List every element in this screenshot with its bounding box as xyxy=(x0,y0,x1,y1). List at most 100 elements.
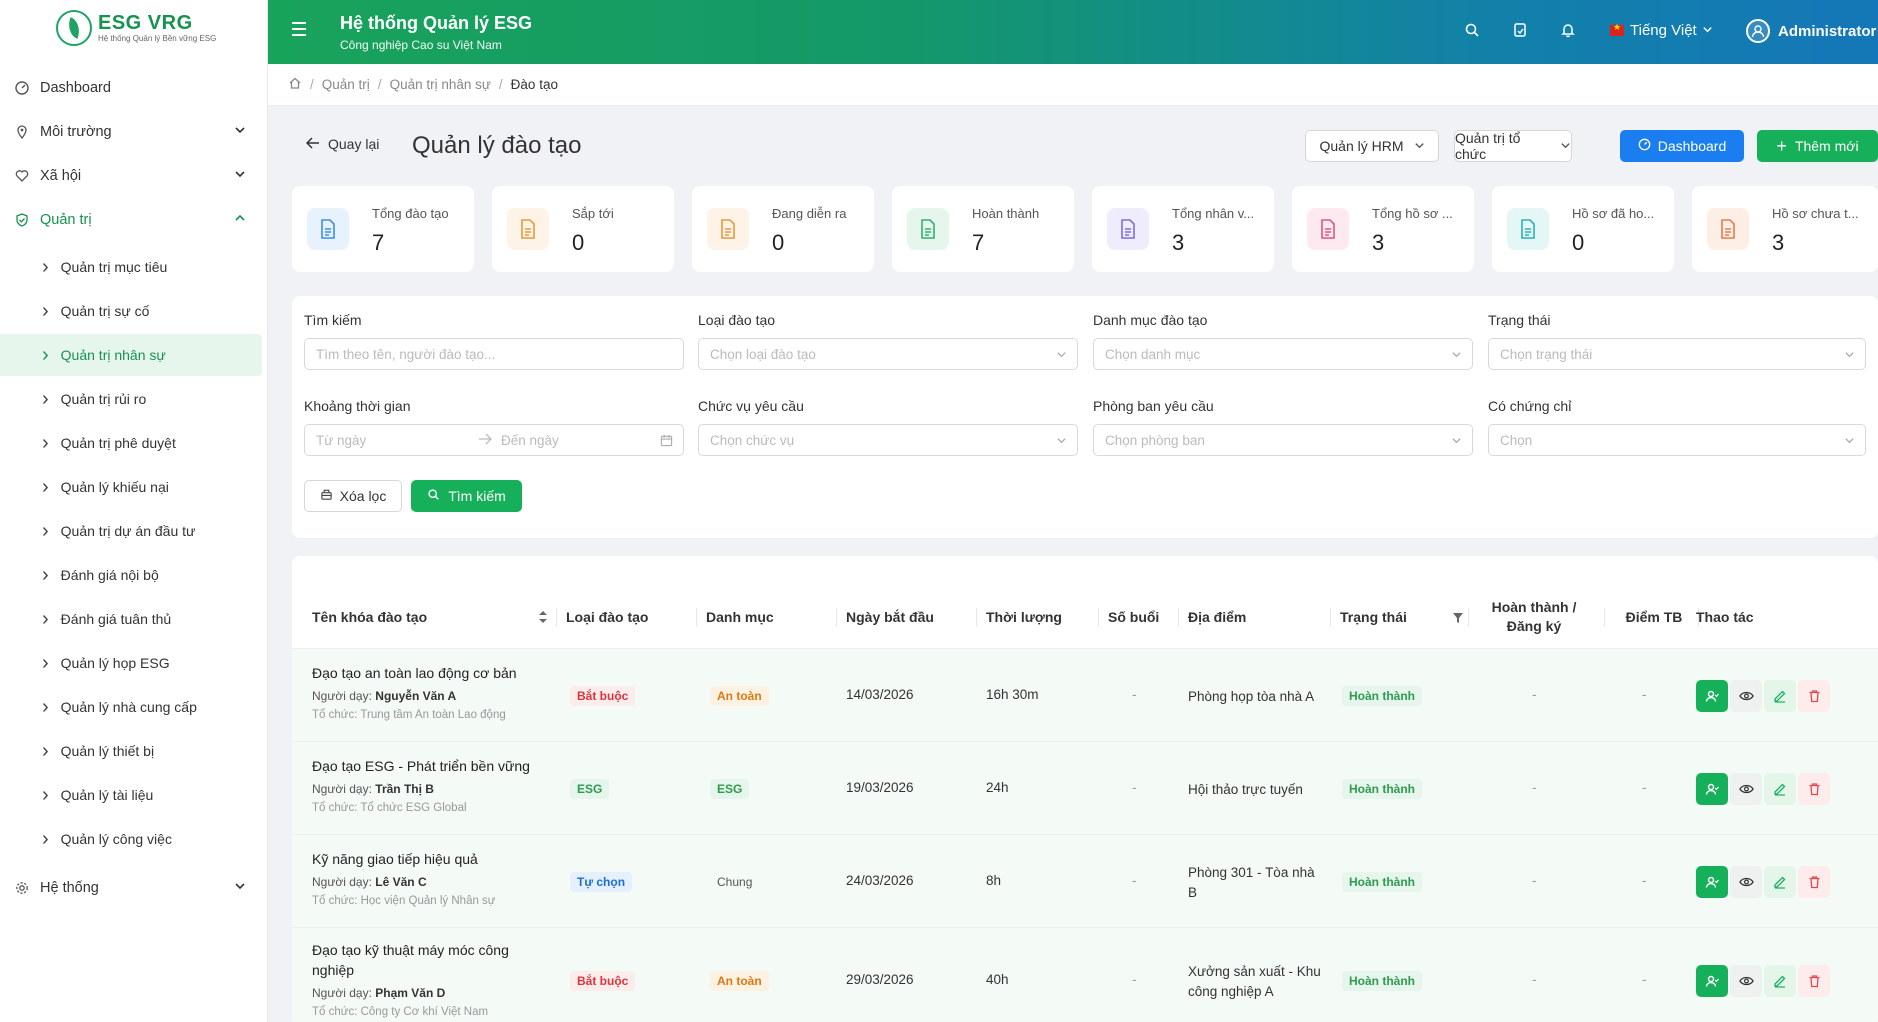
sidebar-subitem[interactable]: › Quản trị mục tiêu xyxy=(0,246,262,288)
view-button[interactable] xyxy=(1730,680,1762,712)
sidebar-subitem-label: Quản trị dự án đầu tư xyxy=(60,523,196,539)
sidebar-item-dashboard[interactable]: Dashboard xyxy=(0,66,268,110)
hrm-dropdown-button[interactable]: Quản lý HRM xyxy=(1305,130,1439,162)
search-icon[interactable] xyxy=(1464,22,1482,40)
training-type-select[interactable]: Chọn loại đào tạo xyxy=(698,338,1078,370)
participants-button[interactable] xyxy=(1696,866,1728,898)
start-date: 19/03/2026 xyxy=(846,780,914,795)
completed-registered: - xyxy=(1532,972,1537,987)
sidebar-subitem[interactable]: › Quản trị phê duyệt xyxy=(0,422,262,464)
course-name[interactable]: Đạo tạo kỹ thuật máy móc công xyxy=(312,942,509,958)
search-button[interactable]: Tìm kiếm xyxy=(411,480,522,512)
category-label: Danh mục đào tạo xyxy=(1093,312,1208,328)
sidebar-subitem[interactable]: › Quản lý thiết bị xyxy=(0,730,262,772)
view-button[interactable] xyxy=(1730,866,1762,898)
breadcrumb-item[interactable]: Quản trị xyxy=(321,77,370,92)
edit-button[interactable] xyxy=(1764,965,1796,997)
sidebar-item-system[interactable]: Hệ thống xyxy=(0,866,268,910)
sidebar-subitem[interactable]: › Quản trị dự án đầu tư xyxy=(0,510,262,552)
course-name[interactable]: Đạo tạo ESG - Phát triển bền vững xyxy=(312,758,530,774)
sidebar-item-environment[interactable]: Môi trường xyxy=(0,110,268,154)
delete-button[interactable] xyxy=(1798,866,1830,898)
sidebar-subitem[interactable]: › Đánh giá nội bộ xyxy=(0,554,262,596)
language-label: Tiếng Việt xyxy=(1630,22,1697,39)
sidebar-item-label: Quản trị xyxy=(40,212,92,228)
col-course-name[interactable]: Tên khóa đào tạo xyxy=(312,586,427,648)
certificate-select[interactable]: Chọn xyxy=(1488,424,1866,456)
bell-icon[interactable] xyxy=(1560,22,1578,40)
sidebar-subitem[interactable]: › Quản lý khiếu nại xyxy=(0,466,262,508)
sidebar-item-governance[interactable]: Quản trị xyxy=(0,198,268,242)
course-name[interactable]: Đạo tạo an toàn lao động cơ bản xyxy=(312,665,517,681)
location-line: B xyxy=(1188,885,1198,900)
app-title: Hệ thống Quản lý ESG xyxy=(340,13,533,33)
view-button[interactable] xyxy=(1730,773,1762,805)
sidebar-subitem[interactable]: › Đánh giá tuân thủ xyxy=(0,598,262,640)
sidebar-subitem-label: Quản trị phê duyệt xyxy=(60,435,176,451)
stat-card: Tổng nhân v... 3 xyxy=(1092,186,1274,272)
stat-label: Hồ sơ chưa t... xyxy=(1772,206,1859,221)
view-button[interactable] xyxy=(1730,965,1762,997)
table-row[interactable]: Kỹ năng giao tiếp hiệu quả Người dạy: Lê … xyxy=(292,834,1878,927)
course-name-cont[interactable]: nghiệp xyxy=(312,962,355,978)
sidebar-item-society[interactable]: Xã hội xyxy=(0,154,268,198)
sidebar-subitem[interactable]: › Quản lý công việc xyxy=(0,818,262,860)
menu-toggle-icon[interactable] xyxy=(292,22,310,40)
delete-button[interactable] xyxy=(1798,773,1830,805)
search-input[interactable]: Tìm theo tên, người đào tạo... xyxy=(304,338,684,370)
participants-button[interactable] xyxy=(1696,965,1728,997)
department-select[interactable]: Chọn phòng ban xyxy=(1093,424,1473,456)
chevron-down-icon xyxy=(234,168,246,184)
sort-icon[interactable] xyxy=(538,610,548,627)
participants-button[interactable] xyxy=(1696,680,1728,712)
breadcrumb-item[interactable]: Quản trị nhân sự xyxy=(389,77,491,92)
location: Hội thảo trực tuyến xyxy=(1188,780,1328,800)
col-location: Địa điểm xyxy=(1188,586,1246,648)
table-row[interactable]: Đạo tạo kỹ thuật máy móc công nghiệp Người… xyxy=(292,927,1878,1022)
course-name[interactable]: Kỹ năng giao tiếp hiệu quả xyxy=(312,851,478,867)
sidebar-subitem[interactable]: › Quản trị rủi ro xyxy=(0,378,262,420)
org-dropdown-button[interactable]: Quản trị tổ chức xyxy=(1454,130,1572,162)
user-icon xyxy=(1705,975,1719,987)
sidebar-item-label: Xã hội xyxy=(40,168,82,184)
chevron-right-icon: › xyxy=(42,476,49,498)
search-icon xyxy=(427,488,440,504)
home-icon[interactable] xyxy=(288,76,302,93)
status-select[interactable]: Chọn trạng thái xyxy=(1488,338,1866,370)
user-menu[interactable]: Administrator xyxy=(1746,19,1876,43)
table-row[interactable]: Đạo tạo an toàn lao động cơ bản Người dạy… xyxy=(292,648,1878,741)
arrow-left-icon xyxy=(305,136,320,152)
date-range-picker[interactable]: Từ ngày Đến ngày xyxy=(304,424,684,456)
add-new-button[interactable]: + Thêm mới xyxy=(1757,130,1878,162)
language-selector[interactable]: Tiếng Việt xyxy=(1610,22,1713,39)
edit-button[interactable] xyxy=(1764,773,1796,805)
edit-button[interactable] xyxy=(1764,680,1796,712)
report-icon[interactable] xyxy=(1512,22,1530,40)
clear-filter-button[interactable]: Xóa lọc xyxy=(304,480,402,512)
dashboard-button[interactable]: Dashboard xyxy=(1620,130,1744,162)
participants-button[interactable] xyxy=(1696,773,1728,805)
sidebar-subitem[interactable]: › Quản lý họp ESG xyxy=(0,642,262,684)
sidebar-subitem[interactable]: › Quản trị sự cố xyxy=(0,290,262,332)
table-row[interactable]: Đạo tạo ESG - Phát triển bền vững Người d… xyxy=(292,741,1878,834)
stat-label: Đang diễn ra xyxy=(772,206,847,221)
category-tag: ESG xyxy=(710,779,750,799)
chevron-right-icon: › xyxy=(42,828,49,850)
teacher-name: Nguyễn Văn A xyxy=(375,689,457,703)
back-button[interactable]: Quay lại xyxy=(305,136,379,152)
stat-value: 3 xyxy=(1372,230,1385,255)
position-select[interactable]: Chọn chức vụ xyxy=(698,424,1078,456)
table-header: Tên khóa đào tạo Loại đào tạo Danh mục N… xyxy=(292,586,1878,648)
delete-button[interactable] xyxy=(1798,680,1830,712)
category-select[interactable]: Chọn danh mục xyxy=(1093,338,1473,370)
sidebar-subitem[interactable]: › Quản lý tài liệu xyxy=(0,774,262,816)
plus-icon: + xyxy=(1776,136,1787,156)
edit-button[interactable] xyxy=(1764,866,1796,898)
delete-button[interactable] xyxy=(1798,965,1830,997)
chevron-down-icon xyxy=(1414,138,1425,154)
filter-icon[interactable] xyxy=(1452,611,1464,627)
certificate-label: Có chứng chỉ xyxy=(1488,398,1572,414)
teacher-name: Trần Thị B xyxy=(375,782,434,796)
sidebar-subitem[interactable]: › Quản trị nhân sự xyxy=(0,334,262,376)
sidebar-subitem[interactable]: › Quản lý nhà cung cấp xyxy=(0,686,262,728)
